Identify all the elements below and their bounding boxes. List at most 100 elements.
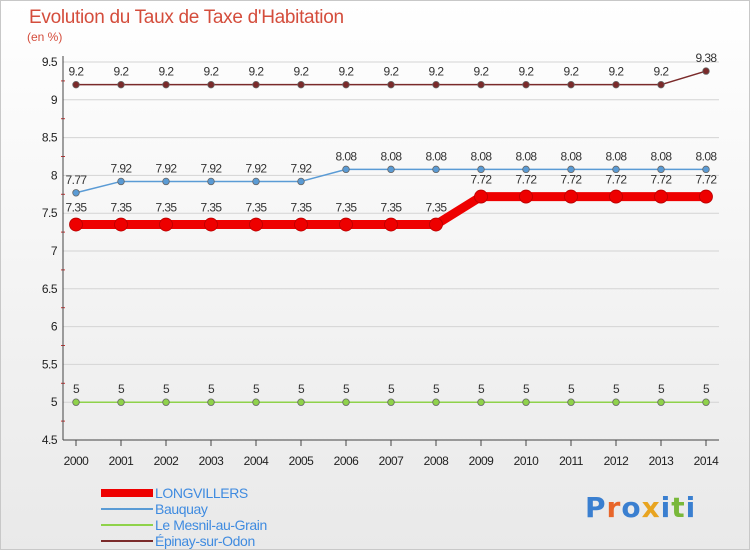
data-point <box>657 165 665 174</box>
x-tick-label: 2001 <box>109 454 135 468</box>
legend-label: LONGVILLERS <box>155 485 248 501</box>
data-label: 9.2 <box>384 65 400 79</box>
data-point <box>207 398 215 406</box>
data-point <box>567 80 575 89</box>
x-tick-label: 2002 <box>154 454 180 468</box>
x-tick-label: 2012 <box>604 454 630 468</box>
data-label: 7.72 <box>471 173 493 187</box>
data-point <box>162 80 170 89</box>
data-point <box>117 80 125 89</box>
data-label: 9.2 <box>249 65 265 79</box>
data-label: 5 <box>658 382 665 396</box>
series--pinay-sur-odon: 9.2 9.2 9.2 9.2 9.2 9.2 9.2 9.2 9.2 9.2 9.2 9.2 9.2 9… <box>69 51 718 89</box>
data-point <box>702 165 710 174</box>
brand-letter: t <box>671 491 686 524</box>
data-label: 7.92 <box>201 161 223 175</box>
data-point <box>159 217 173 232</box>
y-tick-label: 8 <box>51 168 58 182</box>
y-tick-label: 8.5 <box>42 131 58 145</box>
brand-letter: P <box>585 491 607 524</box>
data-point <box>207 80 215 89</box>
data-point <box>699 189 713 204</box>
data-label: 7.35 <box>66 201 88 215</box>
y-tick-label: 7.5 <box>42 206 58 220</box>
legend-swatch <box>101 540 153 542</box>
data-point <box>207 177 215 186</box>
y-tick-label: 5 <box>51 395 58 409</box>
data-label: 7.35 <box>291 201 313 215</box>
data-label: 5 <box>118 382 125 396</box>
data-point <box>477 80 485 89</box>
x-tick-label: 2010 <box>514 454 540 468</box>
data-point <box>612 398 620 406</box>
data-point <box>117 398 125 406</box>
data-label: 7.35 <box>381 201 403 215</box>
x-tick-label: 2007 <box>379 454 405 468</box>
data-label: 5 <box>433 382 440 396</box>
brand-logo: Proxiti <box>585 491 696 524</box>
x-tick-label: 2005 <box>289 454 315 468</box>
legend-swatch <box>101 524 153 526</box>
data-point <box>702 67 710 75</box>
data-point <box>72 189 80 197</box>
legend-label: Le Mesnil-au-Grain <box>155 517 267 533</box>
data-point <box>432 80 440 89</box>
brand-letter: i <box>660 491 672 524</box>
data-point <box>522 165 530 174</box>
data-point <box>657 398 665 406</box>
brand-letter: i <box>685 491 697 524</box>
data-label: 5 <box>703 382 710 396</box>
data-label: 5 <box>478 382 485 396</box>
brand-letter: r <box>606 491 622 524</box>
legend-label: Épinay-sur-Odon <box>155 533 255 549</box>
data-point <box>567 165 575 174</box>
data-point <box>342 80 350 89</box>
data-label: 8.08 <box>381 149 403 163</box>
data-label: 8.08 <box>651 149 673 163</box>
data-label: 7.35 <box>246 201 268 215</box>
data-label: 9.2 <box>69 65 85 79</box>
data-label: 8.08 <box>606 149 628 163</box>
data-label: 7.92 <box>291 161 313 175</box>
data-point <box>432 398 440 406</box>
data-label: 5 <box>523 382 530 396</box>
data-point <box>474 189 488 204</box>
data-label: 5 <box>613 382 620 396</box>
data-point <box>564 189 578 204</box>
data-label: 5 <box>163 382 170 396</box>
x-tick-label: 2013 <box>649 454 675 468</box>
data-point <box>387 165 395 174</box>
data-label: 9.2 <box>519 65 535 79</box>
data-label: 7.92 <box>156 161 178 175</box>
data-point <box>72 398 80 406</box>
y-tick-label: 7 <box>51 244 58 258</box>
data-label: 8.08 <box>426 149 448 163</box>
brand-letter: o <box>621 491 642 524</box>
data-label: 8.08 <box>696 149 718 163</box>
data-label: 9.2 <box>654 65 670 79</box>
data-point <box>342 398 350 406</box>
data-point <box>72 80 80 89</box>
data-point <box>69 217 83 232</box>
x-tick-label: 2006 <box>334 454 360 468</box>
brand-letter: x <box>641 491 661 524</box>
legend-label: Bauquay <box>155 501 208 517</box>
data-label: 9.2 <box>474 65 490 79</box>
data-point <box>297 398 305 406</box>
data-label: 9.2 <box>204 65 220 79</box>
data-point <box>477 398 485 406</box>
data-label: 7.35 <box>201 201 223 215</box>
data-label: 8.08 <box>336 149 358 163</box>
data-point <box>387 398 395 406</box>
series-le-mesnil-au-grain: 5 5 5 5 5 5 5 5 5 5 5 5 5 5 5 <box>72 382 711 406</box>
data-point <box>477 165 485 174</box>
data-label: 5 <box>343 382 350 396</box>
data-point <box>162 398 170 406</box>
data-label: 9.2 <box>564 65 580 79</box>
data-point <box>294 217 308 232</box>
data-label: 9.38 <box>696 51 718 65</box>
data-label: 9.2 <box>339 65 355 79</box>
chart-title: Evolution du Taux de Taxe d'Habitation <box>29 7 344 28</box>
data-point <box>519 189 533 204</box>
data-point <box>612 165 620 174</box>
